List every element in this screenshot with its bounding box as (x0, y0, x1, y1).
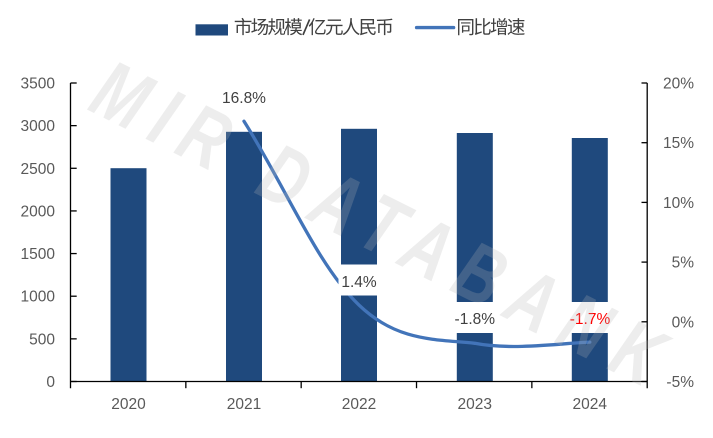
svg-text:5%: 5% (672, 255, 695, 272)
svg-text:0: 0 (46, 374, 55, 391)
svg-text:3500: 3500 (21, 76, 56, 93)
svg-text:2021: 2021 (227, 396, 261, 413)
svg-text:1000: 1000 (21, 289, 56, 306)
svg-text:15%: 15% (663, 135, 694, 152)
svg-text:2022: 2022 (342, 396, 376, 413)
svg-text:20%: 20% (663, 76, 694, 93)
svg-text:3000: 3000 (21, 118, 56, 135)
svg-text:-5%: -5% (666, 374, 694, 391)
svg-text:0%: 0% (672, 314, 695, 331)
svg-text:2020: 2020 (111, 396, 146, 413)
svg-text:2023: 2023 (458, 396, 492, 413)
svg-text:2000: 2000 (21, 203, 56, 220)
svg-text:10%: 10% (663, 195, 694, 212)
svg-text:2500: 2500 (21, 161, 56, 178)
svg-text:16.8%: 16.8% (222, 90, 266, 107)
svg-text:1.4%: 1.4% (341, 274, 377, 291)
svg-text:500: 500 (29, 331, 55, 348)
svg-text:-1.8%: -1.8% (455, 311, 496, 328)
svg-text:1500: 1500 (21, 246, 56, 263)
svg-text:-1.7%: -1.7% (570, 311, 611, 328)
svg-text:2024: 2024 (573, 396, 608, 413)
